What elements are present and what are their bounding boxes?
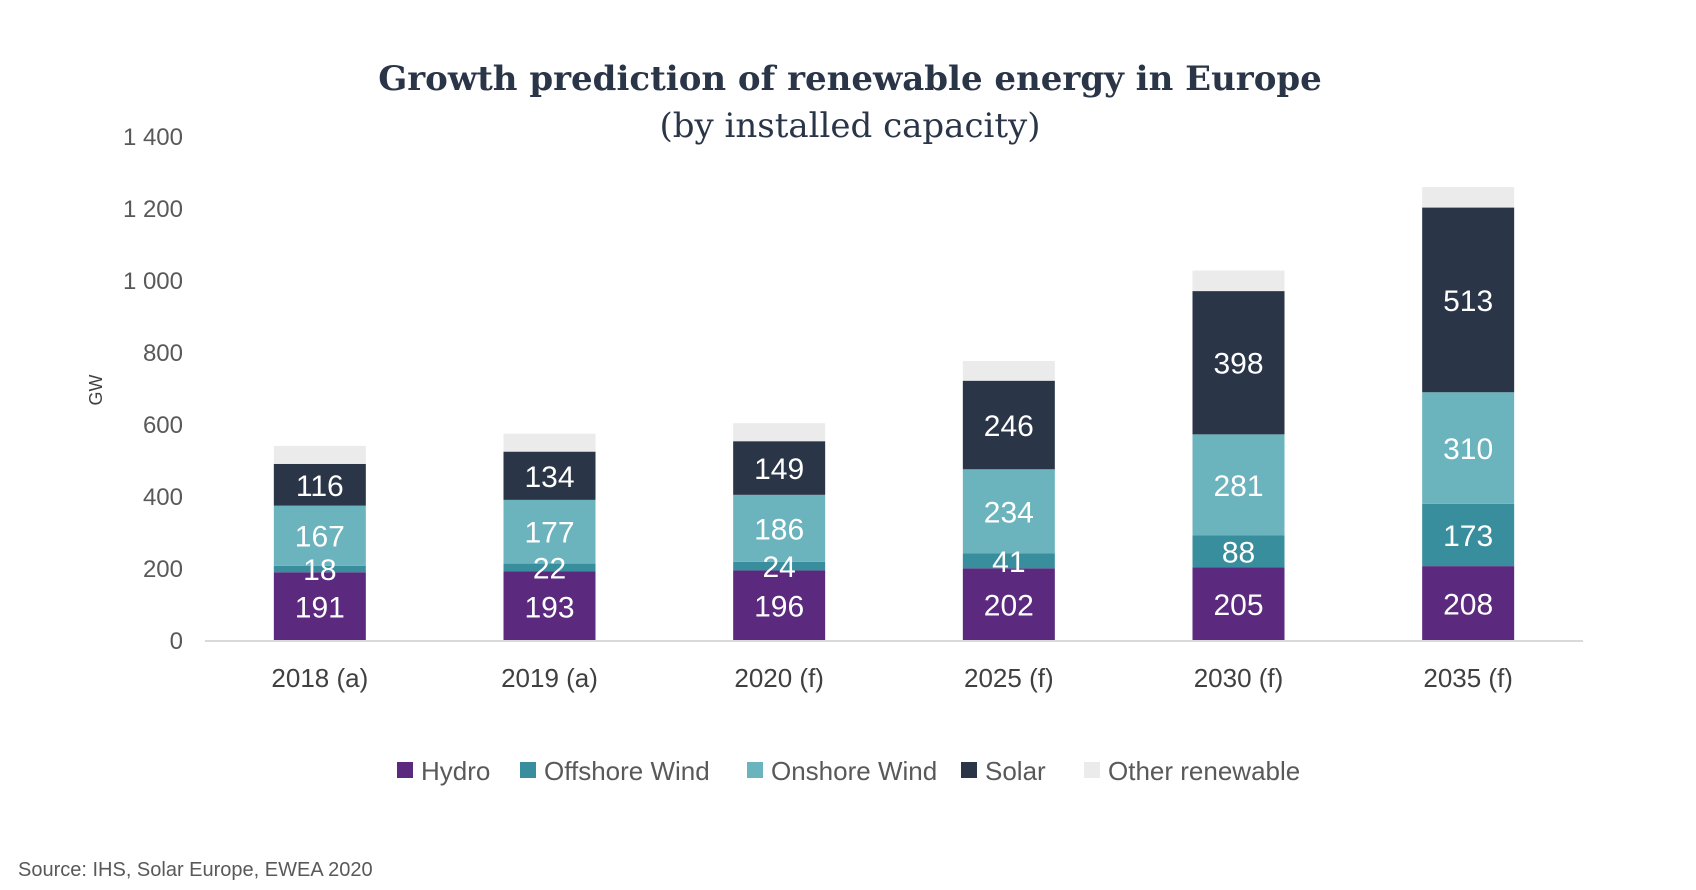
data-label: 246 — [984, 410, 1034, 443]
x-tick-label: 2018 (a) — [271, 663, 368, 693]
x-tick-label: 2035 (f) — [1423, 663, 1513, 693]
x-tick-label: 2025 (f) — [964, 663, 1054, 693]
data-label: 193 — [524, 591, 574, 624]
bar-stack: 196 24 186 149 — [733, 423, 826, 641]
bar-segment — [1422, 503, 1515, 567]
bar-segment — [962, 360, 1055, 381]
bar-segment — [1192, 567, 1285, 641]
data-label: 208 — [1443, 589, 1493, 622]
data-label: 116 — [296, 470, 344, 503]
bar-segment — [962, 380, 1055, 470]
legend-label: Other renewable — [1108, 756, 1300, 786]
bar-segment — [733, 561, 826, 571]
data-label: 196 — [754, 591, 804, 624]
x-tick-label: 2019 (a) — [501, 663, 598, 693]
data-label: 134 — [524, 461, 574, 494]
legend-swatch — [1084, 762, 1100, 778]
legend-item: Onshore Wind — [747, 756, 937, 786]
data-label: 191 — [295, 592, 345, 625]
y-tick-label: 400 — [143, 484, 183, 511]
legend-label: Onshore Wind — [771, 756, 937, 786]
data-label: 513 — [1443, 285, 1493, 318]
bar-segment — [273, 565, 366, 573]
data-label: 177 — [524, 517, 574, 550]
bar-segment — [503, 433, 596, 452]
data-label: 167 — [295, 521, 345, 554]
bar-segment — [1422, 207, 1515, 393]
bar-stack: 202 41 234 246 — [962, 360, 1055, 641]
bar-stack: 205 88 281 398 — [1192, 270, 1285, 641]
y-tick-label: 1 200 — [123, 196, 183, 223]
bar-segment — [1192, 270, 1285, 292]
bar-segment — [962, 469, 1055, 554]
y-tick-label: 200 — [143, 556, 183, 583]
legend: Hydro Offshore Wind Onshore Wind Solar Other… — [397, 756, 1300, 786]
y-tick-label: 800 — [143, 340, 183, 367]
bar-segment — [1422, 392, 1515, 504]
bar-segment — [1192, 535, 1285, 568]
legend-swatch — [747, 762, 763, 778]
data-label: 149 — [754, 453, 804, 486]
legend-item: Other renewable — [1084, 756, 1300, 786]
data-label: 205 — [1213, 589, 1263, 622]
x-tick-label: 2030 (f) — [1194, 663, 1284, 693]
bar-segment — [733, 570, 826, 641]
legend-item: Solar — [961, 756, 1046, 786]
bar-segment — [273, 572, 366, 641]
legend-item: Hydro — [397, 756, 490, 786]
legend-label: Hydro — [421, 756, 490, 786]
bar-segment — [733, 423, 826, 442]
bar-segment — [1192, 291, 1285, 435]
data-label: 186 — [754, 513, 804, 546]
bar-segment — [273, 445, 366, 464]
legend-swatch — [397, 762, 413, 778]
data-label: 24 — [762, 551, 795, 584]
legend-swatch — [961, 762, 977, 778]
bar-segment — [1192, 434, 1285, 536]
bar-segment — [1422, 566, 1515, 641]
bar-segment — [733, 441, 826, 495]
data-label: 234 — [984, 496, 1034, 529]
bar-segment — [962, 568, 1055, 641]
data-label: 41 — [992, 546, 1025, 579]
bar-stack: 208 173 310 513 — [1422, 187, 1515, 641]
data-label: 173 — [1443, 520, 1493, 553]
legend-item: Offshore Wind — [520, 756, 710, 786]
y-axis-ticks: 0 200 400 600 800 1 000 1 200 1 400 — [123, 124, 183, 655]
bar-segment — [503, 499, 596, 564]
y-axis-label: GW — [86, 374, 106, 405]
bar-segment — [1422, 187, 1515, 208]
chart-title: Growth prediction of renewable energy in… — [378, 59, 1322, 99]
data-label: 398 — [1213, 348, 1263, 381]
legend-swatch — [520, 762, 536, 778]
legend-label: Solar — [985, 756, 1046, 786]
x-axis-ticks: 2018 (a) 2019 (a) 2020 (f) 2025 (f) 2030 (f)… — [271, 663, 1513, 693]
bar-segment — [503, 563, 596, 572]
bar-segment — [733, 494, 826, 562]
data-label: 310 — [1443, 433, 1493, 466]
chart-subtitle: (by installed capacity) — [659, 106, 1040, 146]
bar-segment — [273, 505, 366, 566]
data-label: 22 — [533, 553, 566, 586]
bar-segment — [962, 553, 1055, 569]
bar-segment — [503, 451, 596, 500]
y-tick-label: 1 000 — [123, 268, 183, 295]
data-label: 18 — [303, 554, 336, 587]
x-tick-label: 2020 (f) — [734, 663, 824, 693]
data-label: 281 — [1213, 470, 1263, 503]
legend-label: Offshore Wind — [544, 756, 710, 786]
source-note: Source: IHS, Solar Europe, EWEA 2020 — [18, 859, 373, 881]
data-label: 202 — [984, 590, 1034, 623]
y-tick-label: 600 — [143, 412, 183, 439]
y-tick-label: 1 400 — [123, 124, 183, 151]
bar-segment — [273, 463, 366, 506]
bar-segment — [503, 571, 596, 641]
y-tick-label: 0 — [170, 628, 183, 655]
data-label: 88 — [1222, 536, 1255, 569]
